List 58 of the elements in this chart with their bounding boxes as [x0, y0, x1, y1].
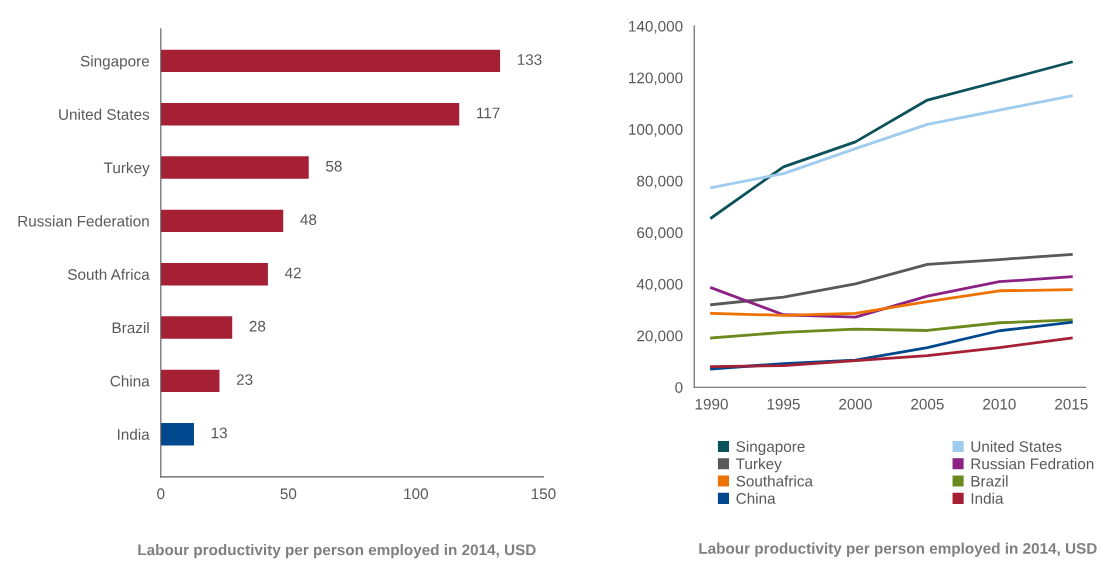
- legend-label: United States: [971, 440, 1062, 452]
- bar: [160, 369, 220, 393]
- data-label: 13: [211, 427, 227, 439]
- x-axis-title: Labour productivity per person employed in 2014, USD: [699, 542, 1097, 557]
- bar: [160, 263, 268, 286]
- y-tick-label: 100,000: [629, 124, 683, 137]
- data-label: 48: [300, 214, 317, 225]
- legend-label: Singapore: [736, 440, 805, 455]
- x-tick-label: 2010: [983, 398, 1016, 410]
- x-tick-label: 2000: [839, 398, 872, 410]
- y-tick-label: 140,000: [629, 20, 683, 34]
- x-tick-label: 1995: [767, 398, 800, 410]
- bar: [160, 103, 460, 126]
- y-tick-label: United States: [59, 108, 150, 120]
- y-tick-label: India: [117, 428, 150, 440]
- bar: [160, 316, 233, 339]
- y-tick-label: Singapore: [80, 55, 150, 70]
- y-tick-label: 80,000: [637, 175, 683, 189]
- bar: [160, 422, 194, 446]
- x-tick-label: 2015: [1055, 398, 1088, 410]
- data-label: 117: [477, 107, 500, 119]
- x-axis-title: Labour productivity per person employed in 2014, USD: [138, 544, 536, 559]
- data-label: 23: [236, 374, 253, 385]
- data-label: 133: [517, 54, 542, 65]
- x-tick-label: 50: [280, 488, 297, 500]
- line-series: [710, 252, 1073, 307]
- y-tick-label: Russian Federation: [18, 215, 149, 227]
- y-tick-label: China: [110, 375, 150, 387]
- x-tick-label: 150: [531, 488, 556, 500]
- y-tick-label: 120,000: [629, 72, 683, 86]
- y-tick-label: 20,000: [637, 330, 683, 344]
- x-tick-label: 100: [404, 488, 429, 500]
- legend-label: Turkey: [736, 458, 782, 473]
- y-tick-label: 0: [675, 382, 683, 393]
- bar: [160, 209, 284, 233]
- bar: [160, 156, 309, 179]
- x-tick-label: 2005: [911, 398, 944, 410]
- legend-label: Southafrica: [736, 475, 813, 487]
- line-series: [710, 336, 1073, 369]
- line-series: [710, 60, 1073, 220]
- y-tick-label: South Africa: [68, 268, 150, 280]
- data-label: 28: [249, 320, 266, 332]
- x-tick-label: 0: [157, 488, 165, 500]
- line-series: [710, 94, 1073, 189]
- legend-label: Brazil: [971, 475, 1008, 487]
- legend-label: Russian Fedration: [971, 458, 1094, 470]
- line-series: [710, 288, 1073, 317]
- legend-label: India: [971, 492, 1004, 504]
- line-series: [710, 318, 1073, 340]
- data-label: 58: [326, 160, 342, 172]
- legend-label: China: [736, 492, 776, 504]
- y-tick-label: Brazil: [112, 322, 149, 334]
- bar: [160, 49, 501, 73]
- x-tick-label: 1990: [695, 398, 728, 410]
- y-tick-label: 60,000: [637, 227, 683, 240]
- y-tick-label: Turkey: [103, 162, 150, 177]
- data-label: 42: [284, 267, 301, 279]
- y-tick-label: 40,000: [636, 278, 683, 292]
